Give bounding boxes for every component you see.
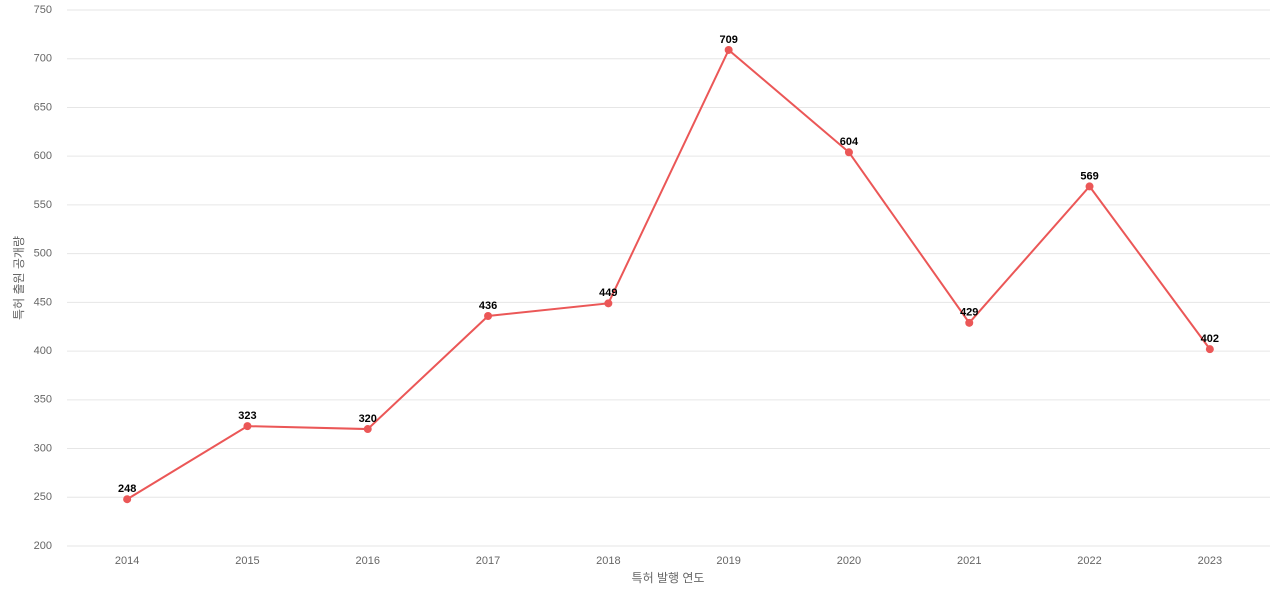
data-label: 436: [479, 300, 497, 312]
data-point: [965, 318, 974, 327]
x-axis-title: 특허 발행 연도: [632, 570, 705, 585]
x-tick-label: 2020: [837, 555, 861, 567]
data-label: 449: [599, 287, 617, 299]
x-tick-label: 2017: [476, 555, 500, 567]
data-point: [1205, 345, 1214, 354]
data-label: 569: [1080, 170, 1098, 182]
data-point: [243, 422, 252, 431]
x-tick-label: 2022: [1077, 555, 1101, 567]
x-tick-label: 2019: [716, 555, 740, 567]
data-point: [363, 425, 372, 434]
x-tick-label: 2015: [235, 555, 259, 567]
data-point: [604, 299, 613, 308]
x-tick-label: 2018: [596, 555, 620, 567]
y-tick-label: 750: [34, 4, 52, 16]
data-point: [724, 45, 733, 54]
x-tick-label: 2023: [1198, 555, 1222, 567]
data-label: 709: [719, 34, 737, 46]
data-point: [484, 312, 493, 321]
data-label: 429: [960, 307, 978, 319]
data-line: [126, 48, 1211, 501]
x-tick-label: 2021: [957, 555, 981, 567]
y-tick-label: 550: [34, 199, 52, 211]
data-label: 320: [359, 413, 377, 425]
y-tick-label: 500: [34, 248, 52, 260]
data-label: 323: [238, 410, 256, 422]
x-tick-label: 2016: [356, 555, 380, 567]
data-label: 248: [118, 483, 136, 495]
y-tick-label: 400: [34, 345, 52, 357]
y-tick-label: 650: [34, 101, 52, 113]
y-axis-title: 특허 출원 공개량: [12, 236, 26, 320]
y-tick-label: 700: [34, 53, 52, 65]
y-tick-label: 450: [34, 296, 52, 308]
data-point: [123, 495, 132, 504]
data-label: 402: [1201, 333, 1219, 345]
y-tick-label: 300: [34, 442, 52, 454]
y-tick-label: 350: [34, 394, 52, 406]
y-tick-label: 250: [34, 491, 52, 503]
data-point: [844, 148, 853, 157]
y-tick-label: 200: [34, 540, 52, 552]
data-point: [1085, 182, 1094, 191]
data-label: 604: [840, 136, 859, 148]
x-tick-label: 2014: [115, 555, 139, 567]
y-tick-label: 600: [34, 150, 52, 162]
